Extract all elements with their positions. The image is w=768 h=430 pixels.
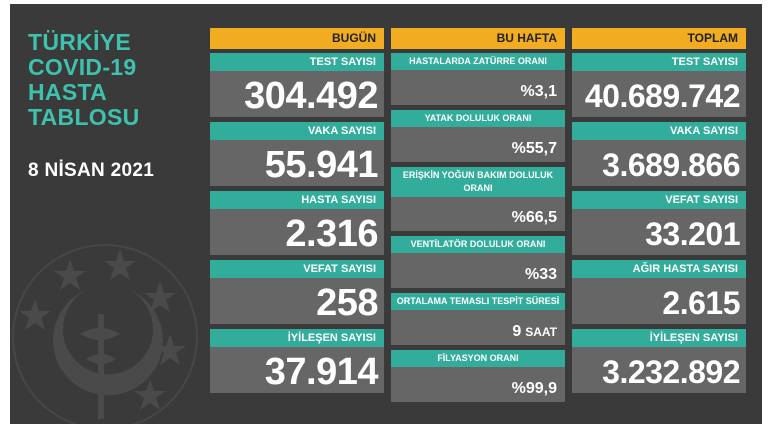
week-pneumonia-value: %3,1 <box>520 83 557 100</box>
week-ventilator-value: %33 <box>524 266 557 283</box>
total-case-card: VAKA SAYISI 3.689.866 <box>572 122 746 186</box>
total-test-card: TEST SAYISI 40.689.742 <box>572 53 746 117</box>
title-line-4: TABLOSU <box>28 104 140 130</box>
total-test-value: 40.689.742 <box>584 78 741 114</box>
today-case-card: VAKA SAYISI 55.941 <box>210 122 384 186</box>
today-death-card: VEFAT SAYISI 258 <box>210 260 384 324</box>
today-case-label: VAKA SAYISI <box>210 122 384 140</box>
week-pneumonia-card: HASTALARDA ZATÜRRE ORANI %3,1 <box>391 53 565 105</box>
week-ventilator-card: VENTİLATÖR DOLULUK ORANI %33 <box>391 236 565 288</box>
today-test-card: TEST SAYISI 304.492 <box>210 53 384 117</box>
week-bed-value: %55,7 <box>511 140 557 157</box>
total-recovered-value: 3.232.892 <box>602 354 740 390</box>
total-critical-label: AĞIR HASTA SAYISI <box>572 260 746 278</box>
today-case-value: 55.941 <box>264 144 379 186</box>
week-filiation-card: FİLYASYON ORANI %99,9 <box>391 350 565 402</box>
total-critical-value: 2.615 <box>662 285 740 321</box>
today-test-label: TEST SAYISI <box>210 53 384 71</box>
today-patient-card: HASTA SAYISI 2.316 <box>210 191 384 255</box>
week-contact-number: 9 <box>512 323 522 340</box>
today-header: BUGÜN <box>210 28 384 49</box>
today-recovered-value: 37.914 <box>264 351 379 393</box>
today-patient-value: 2.316 <box>285 213 378 255</box>
total-test-label: TEST SAYISI <box>572 53 746 71</box>
week-pneumonia-label: HASTALARDA ZATÜRRE ORANI <box>391 53 565 70</box>
total-case-label: VAKA SAYISI <box>572 122 746 140</box>
covid-dashboard: TÜRKİYE COVID-19 HASTA TABLOSU 8 NİSAN 2… <box>10 4 762 424</box>
report-date: 8 NİSAN 2021 <box>28 160 155 181</box>
total-case-value: 3.689.866 <box>602 147 740 183</box>
total-critical-card: AĞIR HASTA SAYISI 2.615 <box>572 260 746 324</box>
today-test-value: 304.492 <box>244 75 378 117</box>
title-line-1: TÜRKİYE <box>28 29 132 55</box>
today-death-label: VEFAT SAYISI <box>210 260 384 278</box>
today-recovered-card: İYİLEŞEN SAYISI 37.914 <box>210 329 384 393</box>
title-line-3: HASTA <box>28 79 108 105</box>
today-death-value: 258 <box>316 282 378 324</box>
week-contact-card: ORTALAMA TEMASLI TESPİT SÜRESİ 9 SAAT <box>391 293 565 345</box>
week-filiation-label: FİLYASYON ORANI <box>391 350 565 367</box>
week-contact-unit: SAAT <box>525 325 557 339</box>
today-patient-label: HASTA SAYISI <box>210 191 384 209</box>
week-icu-card: ERİŞKİN YOĞUN BAKIM DOLULUK ORANI %66,5 <box>391 167 565 231</box>
today-recovered-label: İYİLEŞEN SAYISI <box>210 329 384 347</box>
week-bed-label: YATAK DOLULUK ORANI <box>391 110 565 127</box>
title-line-2: COVID-19 <box>28 54 137 80</box>
week-contact-value: 9 SAAT <box>512 323 557 341</box>
week-filiation-value: %99,9 <box>511 380 557 397</box>
total-recovered-card: İYİLEŞEN SAYISI 3.232.892 <box>572 329 746 393</box>
week-icu-label: ERİŞKİN YOĞUN BAKIM DOLULUK ORANI <box>391 167 565 197</box>
ministry-of-health-emblem-icon <box>12 244 198 424</box>
week-contact-label: ORTALAMA TEMASLI TESPİT SÜRESİ <box>391 293 565 310</box>
total-recovered-label: İYİLEŞEN SAYISI <box>572 329 746 347</box>
total-death-label: VEFAT SAYISI <box>572 191 746 209</box>
total-death-value: 33.201 <box>645 216 740 252</box>
week-icu-value: %66,5 <box>511 209 557 226</box>
week-ventilator-label: VENTİLATÖR DOLULUK ORANI <box>391 236 565 253</box>
total-header: TOPLAM <box>572 28 746 49</box>
total-death-card: VEFAT SAYISI 33.201 <box>572 191 746 255</box>
week-header: BU HAFTA <box>391 28 565 49</box>
week-bed-card: YATAK DOLULUK ORANI %55,7 <box>391 110 565 162</box>
